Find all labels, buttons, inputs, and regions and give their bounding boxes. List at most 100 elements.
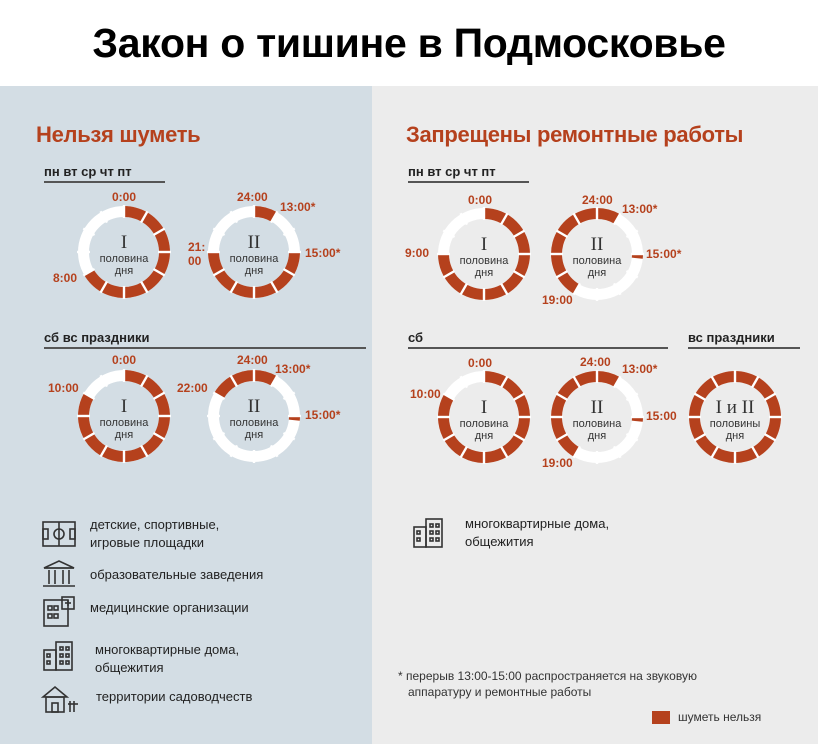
- left-weekend-dial-1-numeral: I: [121, 396, 127, 417]
- left-weekday-dial-2-tick-11: [229, 210, 239, 224]
- right-weekday-dial-2-tick-2: [625, 229, 639, 239]
- right-sunday-dial-tick-8: [693, 432, 707, 442]
- left-weekday-dial-1-tick-5: [139, 280, 149, 294]
- left-weekend-dial-2-text1: половина: [230, 417, 280, 429]
- right-weekday-dial-2-noise-arc-1: [631, 254, 643, 259]
- left-weekday-dial-2-tick-2: [282, 227, 296, 237]
- left-weekend-dial-2-tick-8: [212, 431, 226, 441]
- left-weekday-dial-1-tick-11: [99, 210, 109, 224]
- right-saturday-rule: [408, 347, 668, 349]
- left-weekday-dial-2-21-label-b: 00: [188, 254, 202, 268]
- right-weekday-dial-1-tick-1: [499, 212, 509, 226]
- right-saturday-dial-2-text2: дня: [588, 430, 606, 442]
- left-weekend-dial-1-text2: дня: [115, 429, 133, 441]
- left-panel: [0, 86, 372, 744]
- right-section-title: Запрещены ремонтные работы: [406, 122, 744, 147]
- left-weekend-dial-2-15-label: 15:00*: [305, 408, 341, 422]
- right-sunday-dial-tick-10: [693, 392, 707, 402]
- right-weekday-dial-2-noise-arc-0: [597, 208, 620, 224]
- left-weekday-dial-1-tick-8: [82, 267, 96, 277]
- left-weekend-label: сб вс праздники: [44, 330, 150, 345]
- left-weekday-dial-1-tick-2: [152, 227, 166, 237]
- playground-icon: [42, 519, 76, 554]
- right-saturday-dial-2-noise-arc-0: [597, 371, 620, 387]
- left-weekend-dial-2-22-label: 22:00: [177, 381, 208, 395]
- right-weekday-dial-2-tick-4: [625, 269, 639, 279]
- left-weekday-dial-2-tick-8: [212, 267, 226, 277]
- right-saturday-dial-1-tick-2: [512, 392, 526, 402]
- right-weekday-dial-1-tick-10: [442, 229, 456, 239]
- left-weekend-dial-2-tick-2: [282, 391, 296, 401]
- footnote: * перерыв 13:00-15:00 распространяется н…: [398, 669, 697, 699]
- left-weekend-dial-2-tick-5: [269, 444, 279, 458]
- place-schools: образовательные заведения: [90, 567, 264, 582]
- right-saturday-dial-1-tick-7: [459, 445, 469, 459]
- left-weekday-dial-2-top-label: 24:00: [237, 190, 268, 204]
- left-weekday-dial-2-13-label: 13:00*: [280, 200, 316, 214]
- right-weekday-dial-2-tick-1: [612, 212, 622, 226]
- left-weekend-rule: [44, 347, 366, 349]
- right-weekday-dial-1-tick-5: [499, 282, 509, 296]
- right-sunday-dial-tick-5: [750, 445, 760, 459]
- right-weekday-dial-1-tick-11: [459, 212, 469, 226]
- left-weekday-dial-2-tick-4: [282, 267, 296, 277]
- right-place-apartments: многоквартирные дома, общежития: [465, 516, 610, 549]
- page-title: Закон о тишине в Подмосковье: [92, 19, 726, 66]
- right-saturday-dial-1-tick-11: [459, 375, 469, 389]
- right-weekday-dial-2-13-label: 13:00*: [622, 202, 658, 216]
- right-weekday-dial-1-tick-7: [459, 282, 469, 296]
- left-weekday-dial-1-tick-7: [99, 280, 109, 294]
- place-apartments: многоквартирные дома, общежития: [95, 642, 240, 675]
- left-weekend-dial-2-tick-1: [269, 374, 279, 388]
- apartment-building-icon: [412, 517, 444, 554]
- left-weekend-dial-1-text1: половина: [100, 417, 150, 429]
- right-saturday-dial-1-text2: дня: [475, 430, 493, 442]
- right-sunday-dial-numeral: I и II: [716, 397, 755, 418]
- right-saturday-dial-2-tick-11: [572, 375, 582, 389]
- garden-house-icon: [40, 684, 80, 719]
- left-weekend-dial-2-noise-arc-2: [214, 370, 254, 399]
- left-weekday-dial-1-tick-4: [152, 267, 166, 277]
- right-weekday-dial-2-text2: дня: [588, 267, 606, 279]
- right-weekday-dial-2-numeral: II: [591, 234, 604, 255]
- right-sunday-dial-tick-1: [750, 375, 760, 389]
- right-saturday-dial-2-tick-1: [612, 375, 622, 389]
- right-saturday-dial-2-19-label: 19:00: [542, 456, 573, 470]
- right-saturday-dial-1-top-label: 0:00: [468, 356, 493, 370]
- right-saturday-dial-1-text1: половина: [460, 418, 510, 430]
- left-weekend-dial-1-tick-7: [99, 444, 109, 458]
- left-weekend-dial-2-tick-7: [229, 444, 239, 458]
- left-weekday-dial-2-21-label-a: 21:: [188, 240, 206, 254]
- legend-swatch: [652, 710, 670, 724]
- right-weekday-dial-2-noise-arc-2: [551, 208, 597, 294]
- right-saturday-dial-2-tick-7: [572, 445, 582, 459]
- left-weekday-dial-2-tick-5: [269, 280, 279, 294]
- left-weekend-dial-1-tick-10: [82, 391, 96, 401]
- left-weekday-dial-2-numeral: II: [248, 232, 261, 253]
- left-weekend-dial-1-tick-2: [152, 391, 166, 401]
- left-weekday-dial-1-tick-10: [82, 227, 96, 237]
- right-weekday-dial-2-tick-7: [572, 282, 582, 296]
- right-sunday-rule: [688, 347, 800, 349]
- place-gardens: территории садоводчеств: [96, 689, 253, 704]
- left-weekend-dial-1-tick-4: [152, 431, 166, 441]
- right-weekday-dial-2-19-label: 19:00: [542, 293, 573, 307]
- left-weekend-dial-2-tick-10: [212, 391, 226, 401]
- left-weekday-dial-1-top-label: 0:00: [112, 190, 137, 204]
- left-weekend-dial-2-noise-arc-1: [288, 416, 300, 421]
- school-icon: [42, 559, 76, 594]
- left-weekday-dial-2-text2: дня: [245, 265, 263, 277]
- left-weekend-dial-1-top-label: 0:00: [112, 353, 137, 367]
- left-weekend-dial-2-top-label: 24:00: [237, 353, 268, 367]
- left-weekday-dial-2-tick-7: [229, 280, 239, 294]
- right-saturday-dial-2-top-label: 24:00: [580, 355, 611, 369]
- legend: шуметь нельзя: [652, 710, 761, 724]
- left-weekend-dial-2-13-label: 13:00*: [275, 362, 311, 376]
- right-sunday-dial-text2: дня: [726, 430, 744, 442]
